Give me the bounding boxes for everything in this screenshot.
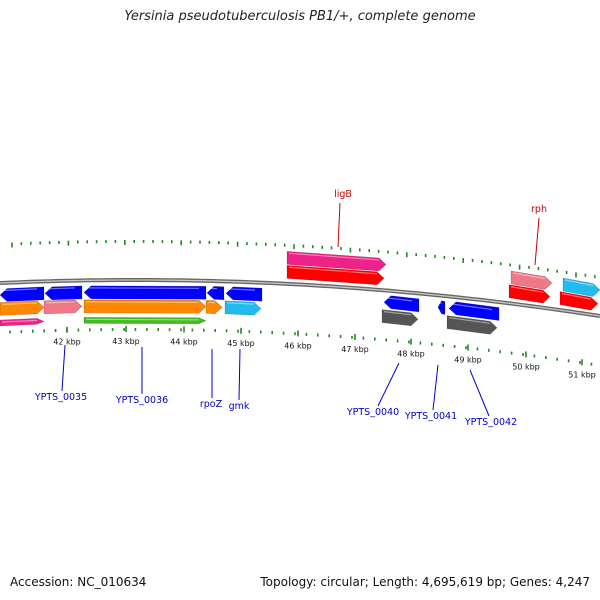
gene-arrow[interactable] bbox=[224, 300, 262, 316]
gene-arrow-shine bbox=[450, 303, 493, 311]
gene-arrow-shine bbox=[46, 287, 76, 290]
gene-arrow[interactable] bbox=[562, 277, 600, 297]
gene-label-gmk[interactable]: gmk bbox=[229, 401, 250, 412]
gene-arrow-shine bbox=[448, 317, 491, 324]
kbp-tick-label: 45 kbp bbox=[227, 339, 255, 348]
gene-label-rpoZ[interactable]: rpoZ bbox=[200, 399, 223, 410]
gene-arrow[interactable] bbox=[83, 317, 207, 325]
gene-leader-line bbox=[337, 202, 341, 248]
gene-arrow[interactable] bbox=[225, 286, 263, 302]
backbone-highlight bbox=[0, 279, 600, 317]
gene-arrow[interactable] bbox=[206, 286, 225, 301]
gene-arrow-shine bbox=[564, 279, 594, 287]
gene-arrow-shine bbox=[1, 302, 38, 306]
gene-arrow[interactable] bbox=[44, 285, 83, 301]
gene-arrow[interactable] bbox=[437, 300, 446, 315]
gene-arrow-shine bbox=[510, 286, 544, 293]
gene-arrow-shine bbox=[45, 301, 76, 304]
gene-label-rph[interactable]: rph bbox=[531, 204, 547, 215]
gene-leader-line bbox=[469, 369, 490, 417]
gene-leader-line bbox=[432, 364, 439, 411]
gene-arrow-shine bbox=[288, 252, 380, 261]
gene-arrow-shine bbox=[226, 302, 255, 305]
kbp-tick-label: 49 kbp bbox=[454, 355, 482, 364]
gene-arrow-shine bbox=[1, 319, 38, 323]
gene-label-ligB[interactable]: ligB bbox=[334, 189, 352, 200]
kbp-tick-label: 47 kbp bbox=[341, 345, 369, 354]
gene-arrow[interactable] bbox=[508, 284, 551, 304]
gene-label-YPTS_0042[interactable]: YPTS_0042 bbox=[464, 417, 517, 428]
gene-leader-line bbox=[61, 344, 66, 392]
gene-label-YPTS_0040[interactable]: YPTS_0040 bbox=[346, 407, 399, 418]
gene-leader-line bbox=[238, 348, 241, 401]
gene-arrow[interactable] bbox=[510, 270, 553, 290]
gene-arrow[interactable] bbox=[43, 299, 83, 315]
gene-arrow-shine bbox=[227, 288, 256, 291]
gene-arrow-shine bbox=[561, 292, 592, 300]
kbp-tick-label: 50 kbp bbox=[512, 362, 540, 371]
gene-arrow-shine bbox=[439, 302, 442, 305]
gene-arrow[interactable] bbox=[446, 315, 498, 335]
gene-arrow[interactable] bbox=[383, 295, 420, 313]
kbp-tick-label: 44 kbp bbox=[170, 337, 198, 346]
gene-arrow[interactable] bbox=[0, 300, 45, 316]
kbp-tick-label: 46 kbp bbox=[284, 341, 312, 350]
gene-leader-line bbox=[534, 217, 540, 266]
gene-arrow[interactable] bbox=[559, 291, 599, 311]
gene-arrow-shine bbox=[512, 272, 546, 280]
gene-leader-line bbox=[377, 362, 400, 407]
gene-arrow[interactable] bbox=[83, 285, 207, 300]
gene-arrow[interactable] bbox=[83, 299, 207, 314]
kbp-tick-label: 48 kbp bbox=[397, 350, 425, 359]
gene-arrow-shine bbox=[383, 311, 412, 316]
gene-arrow[interactable] bbox=[286, 264, 385, 286]
genome-title: Yersinia pseudotuberculosis PB1/+, compl… bbox=[124, 9, 476, 24]
gene-arrow[interactable] bbox=[205, 299, 223, 315]
gene-label-YPTS_0035[interactable]: YPTS_0035 bbox=[34, 392, 87, 403]
gene-arrow[interactable] bbox=[0, 318, 45, 327]
topology-label: Topology: circular; Length: 4,695,619 bp… bbox=[260, 575, 590, 589]
gene-arrow[interactable] bbox=[0, 286, 45, 302]
kbp-tick-label: 42 kbp bbox=[53, 338, 81, 347]
gene-arrow[interactable] bbox=[286, 250, 387, 272]
gene-arrow-shine bbox=[385, 297, 413, 302]
gene-arrow[interactable] bbox=[448, 301, 500, 321]
gene-label-YPTS_0036[interactable]: YPTS_0036 bbox=[115, 395, 168, 406]
gene-arrow[interactable] bbox=[381, 309, 419, 327]
gene-label-YPTS_0041[interactable]: YPTS_0041 bbox=[404, 411, 457, 422]
gene-arrow-shine bbox=[1, 288, 38, 292]
kbp-tick-label: 43 kbp bbox=[112, 337, 140, 346]
accession-label: Accession: NC_010634 bbox=[10, 575, 147, 589]
kbp-tick-label: 51 kbp bbox=[568, 370, 596, 379]
gene-arrow-shine bbox=[288, 266, 378, 275]
